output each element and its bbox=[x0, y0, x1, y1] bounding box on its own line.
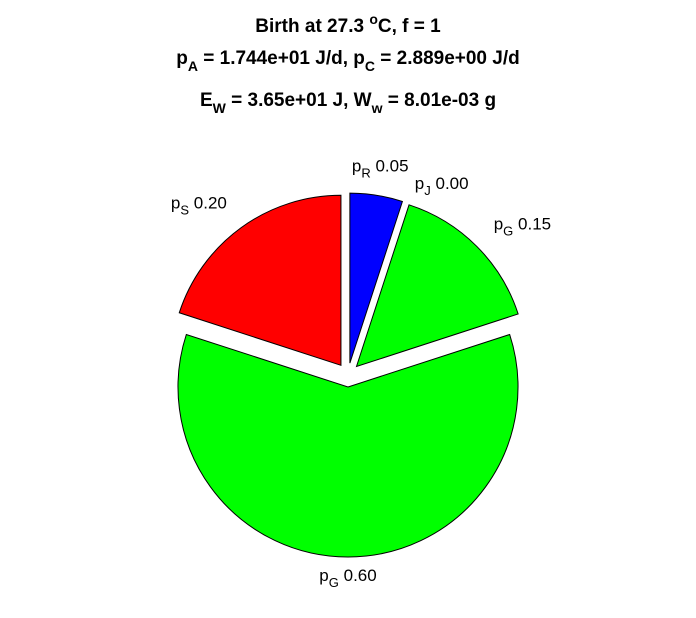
text-span: o bbox=[369, 11, 378, 27]
slice-label-p-j: pJ 0.00 bbox=[415, 174, 469, 198]
text-span: 0.05 bbox=[375, 157, 408, 176]
text-span: p bbox=[319, 566, 328, 585]
title-line-2: pA = 1.744e+01 J/d, pC = 2.889e+00 J/d bbox=[176, 48, 519, 74]
pie-slice-p-r bbox=[349, 192, 404, 364]
pie-slice-p-s bbox=[178, 194, 342, 366]
slice-label-p-g: pG 0.15 bbox=[494, 214, 551, 238]
text-span: S bbox=[180, 202, 189, 217]
text-span: R bbox=[361, 166, 370, 181]
text-span: G bbox=[503, 223, 513, 238]
title-line-3: EW = 3.65e+01 J, Ww = 8.01e-03 g bbox=[200, 90, 496, 116]
text-span: p bbox=[415, 174, 424, 193]
slice-label-p-r: pR 0.05 bbox=[352, 157, 409, 181]
slice-label-p-g: pG 0.60 bbox=[319, 566, 376, 590]
text-span: C bbox=[365, 58, 375, 74]
text-span: = 1.744e+01 J/d, p bbox=[198, 48, 365, 69]
text-span: p bbox=[352, 157, 361, 176]
text-span: W bbox=[213, 100, 227, 116]
text-span: = 3.65e+01 J, W bbox=[226, 90, 372, 111]
pie-slice-p-g bbox=[355, 204, 519, 368]
text-span: E bbox=[200, 90, 213, 111]
text-span: A bbox=[188, 58, 198, 74]
pie-slice-p-g bbox=[177, 333, 519, 558]
pie-slices bbox=[177, 192, 519, 558]
text-span: w bbox=[371, 100, 383, 116]
text-span: J bbox=[424, 183, 431, 198]
chart-title: Birth at 27.3 oC, f = 1 pA = 1.744e+01 J/… bbox=[176, 11, 519, 116]
text-span: p bbox=[171, 193, 180, 212]
text-span: p bbox=[494, 214, 503, 233]
text-span: 0.15 bbox=[518, 214, 551, 233]
text-span: 0.00 bbox=[436, 174, 469, 193]
title-line-1: Birth at 27.3 oC, f = 1 bbox=[255, 11, 441, 37]
slice-label-p-s: pS 0.20 bbox=[171, 193, 227, 217]
text-span: p bbox=[176, 48, 188, 69]
text-span: = 8.01e-03 g bbox=[383, 90, 497, 111]
text-span: C, f = 1 bbox=[378, 16, 441, 37]
text-span: 0.60 bbox=[344, 566, 377, 585]
text-span: G bbox=[329, 575, 339, 590]
text-span: Birth at 27.3 bbox=[255, 16, 369, 37]
text-span: 0.20 bbox=[194, 193, 227, 212]
text-span: = 2.889e+00 J/d bbox=[375, 48, 520, 69]
